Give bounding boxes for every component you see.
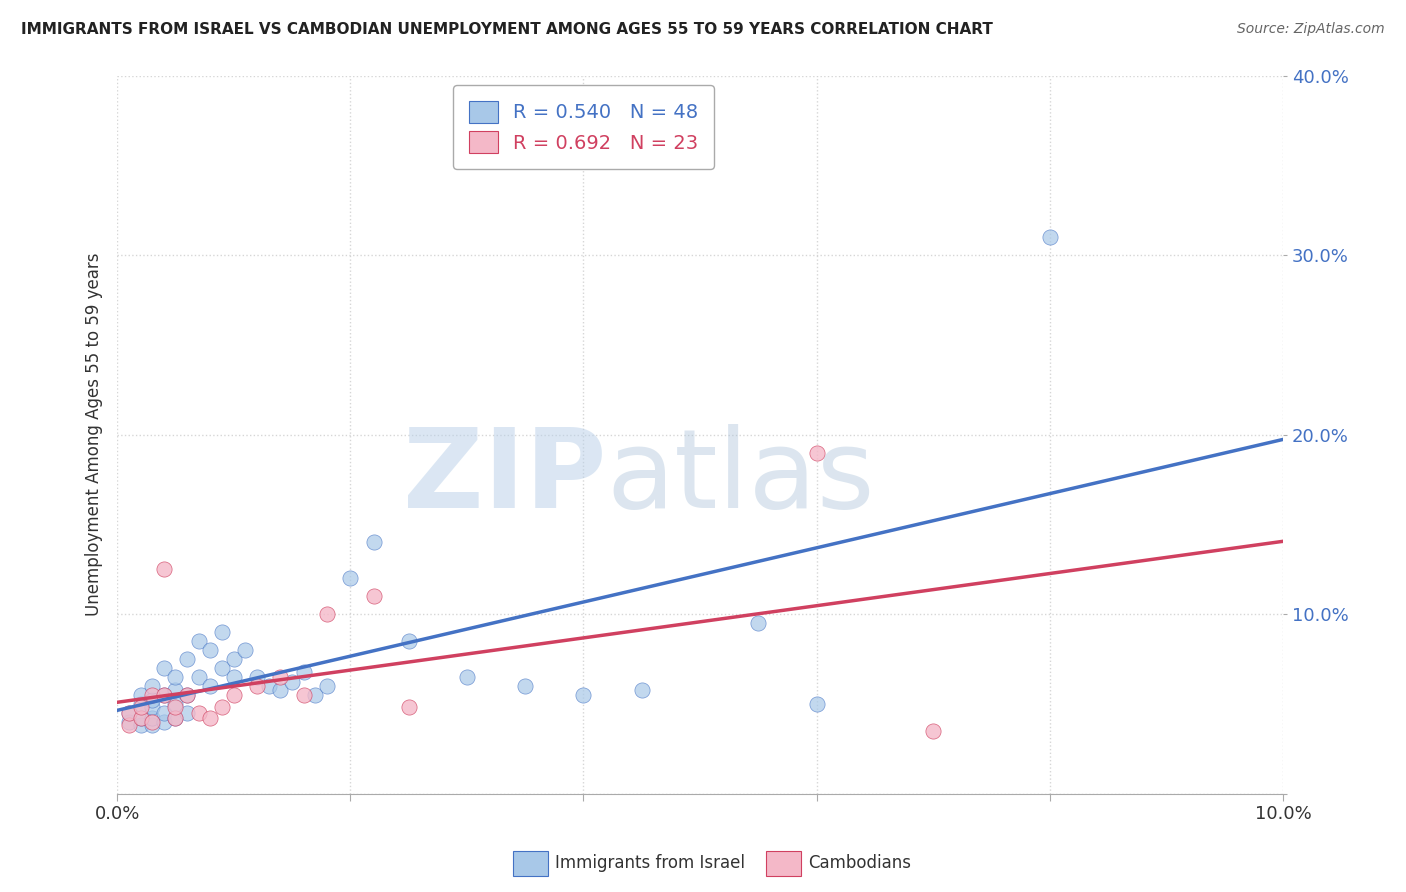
Point xyxy=(222,688,245,702)
Point xyxy=(153,688,176,702)
Point xyxy=(200,643,222,657)
Point xyxy=(316,607,339,621)
Point xyxy=(141,700,163,714)
Point xyxy=(141,714,163,729)
Point xyxy=(176,688,198,702)
Point xyxy=(292,665,315,679)
Point xyxy=(129,711,152,725)
Point xyxy=(118,718,141,732)
Point xyxy=(339,571,361,585)
Point xyxy=(292,688,315,702)
Point xyxy=(398,700,420,714)
Point xyxy=(222,652,245,666)
Point xyxy=(515,679,537,693)
Point xyxy=(118,714,141,729)
Point xyxy=(165,670,187,684)
Point xyxy=(456,670,478,684)
Point xyxy=(363,589,385,603)
Point xyxy=(747,616,769,631)
Point xyxy=(118,706,141,720)
Point xyxy=(129,697,152,711)
Point xyxy=(1039,230,1062,244)
Point xyxy=(153,714,176,729)
Point xyxy=(176,706,198,720)
Point xyxy=(269,670,291,684)
Point xyxy=(200,711,222,725)
Point xyxy=(398,634,420,648)
Legend: R = 0.540   N = 48, R = 0.692   N = 23: R = 0.540 N = 48, R = 0.692 N = 23 xyxy=(453,86,714,169)
Text: Immigrants from Israel: Immigrants from Israel xyxy=(555,855,745,872)
Point xyxy=(269,682,291,697)
Point xyxy=(141,718,163,732)
Point xyxy=(176,652,198,666)
Point xyxy=(630,682,652,697)
Text: Source: ZipAtlas.com: Source: ZipAtlas.com xyxy=(1237,22,1385,37)
Point xyxy=(129,688,152,702)
Point xyxy=(153,661,176,675)
Point xyxy=(187,706,209,720)
Point xyxy=(165,711,187,725)
Point xyxy=(141,679,163,693)
Point xyxy=(176,688,198,702)
Text: atlas: atlas xyxy=(607,425,876,532)
Y-axis label: Unemployment Among Ages 55 to 59 years: Unemployment Among Ages 55 to 59 years xyxy=(86,252,103,616)
Point xyxy=(281,675,304,690)
Point xyxy=(304,688,326,702)
Point xyxy=(141,688,163,702)
Point xyxy=(211,700,233,714)
Point xyxy=(363,535,385,549)
Point xyxy=(806,445,828,459)
Point xyxy=(118,706,141,720)
Point xyxy=(153,706,176,720)
Text: Cambodians: Cambodians xyxy=(808,855,911,872)
Point xyxy=(235,643,257,657)
Text: ZIP: ZIP xyxy=(404,425,607,532)
Point xyxy=(129,718,152,732)
Point xyxy=(222,670,245,684)
Point xyxy=(246,679,269,693)
Point xyxy=(165,682,187,697)
Point xyxy=(129,711,152,725)
Point xyxy=(922,723,945,738)
Point xyxy=(129,700,152,714)
Point xyxy=(187,670,209,684)
Point xyxy=(806,697,828,711)
Point xyxy=(165,697,187,711)
Point xyxy=(246,670,269,684)
Text: IMMIGRANTS FROM ISRAEL VS CAMBODIAN UNEMPLOYMENT AMONG AGES 55 TO 59 YEARS CORRE: IMMIGRANTS FROM ISRAEL VS CAMBODIAN UNEM… xyxy=(21,22,993,37)
Point xyxy=(572,688,595,702)
Point xyxy=(316,679,339,693)
Point xyxy=(153,688,176,702)
Point xyxy=(141,693,163,707)
Point xyxy=(187,634,209,648)
Point xyxy=(257,679,280,693)
Point xyxy=(165,711,187,725)
Point xyxy=(165,700,187,714)
Point xyxy=(200,679,222,693)
Point xyxy=(211,625,233,640)
Point xyxy=(153,562,176,576)
Point xyxy=(141,711,163,725)
Point xyxy=(211,661,233,675)
